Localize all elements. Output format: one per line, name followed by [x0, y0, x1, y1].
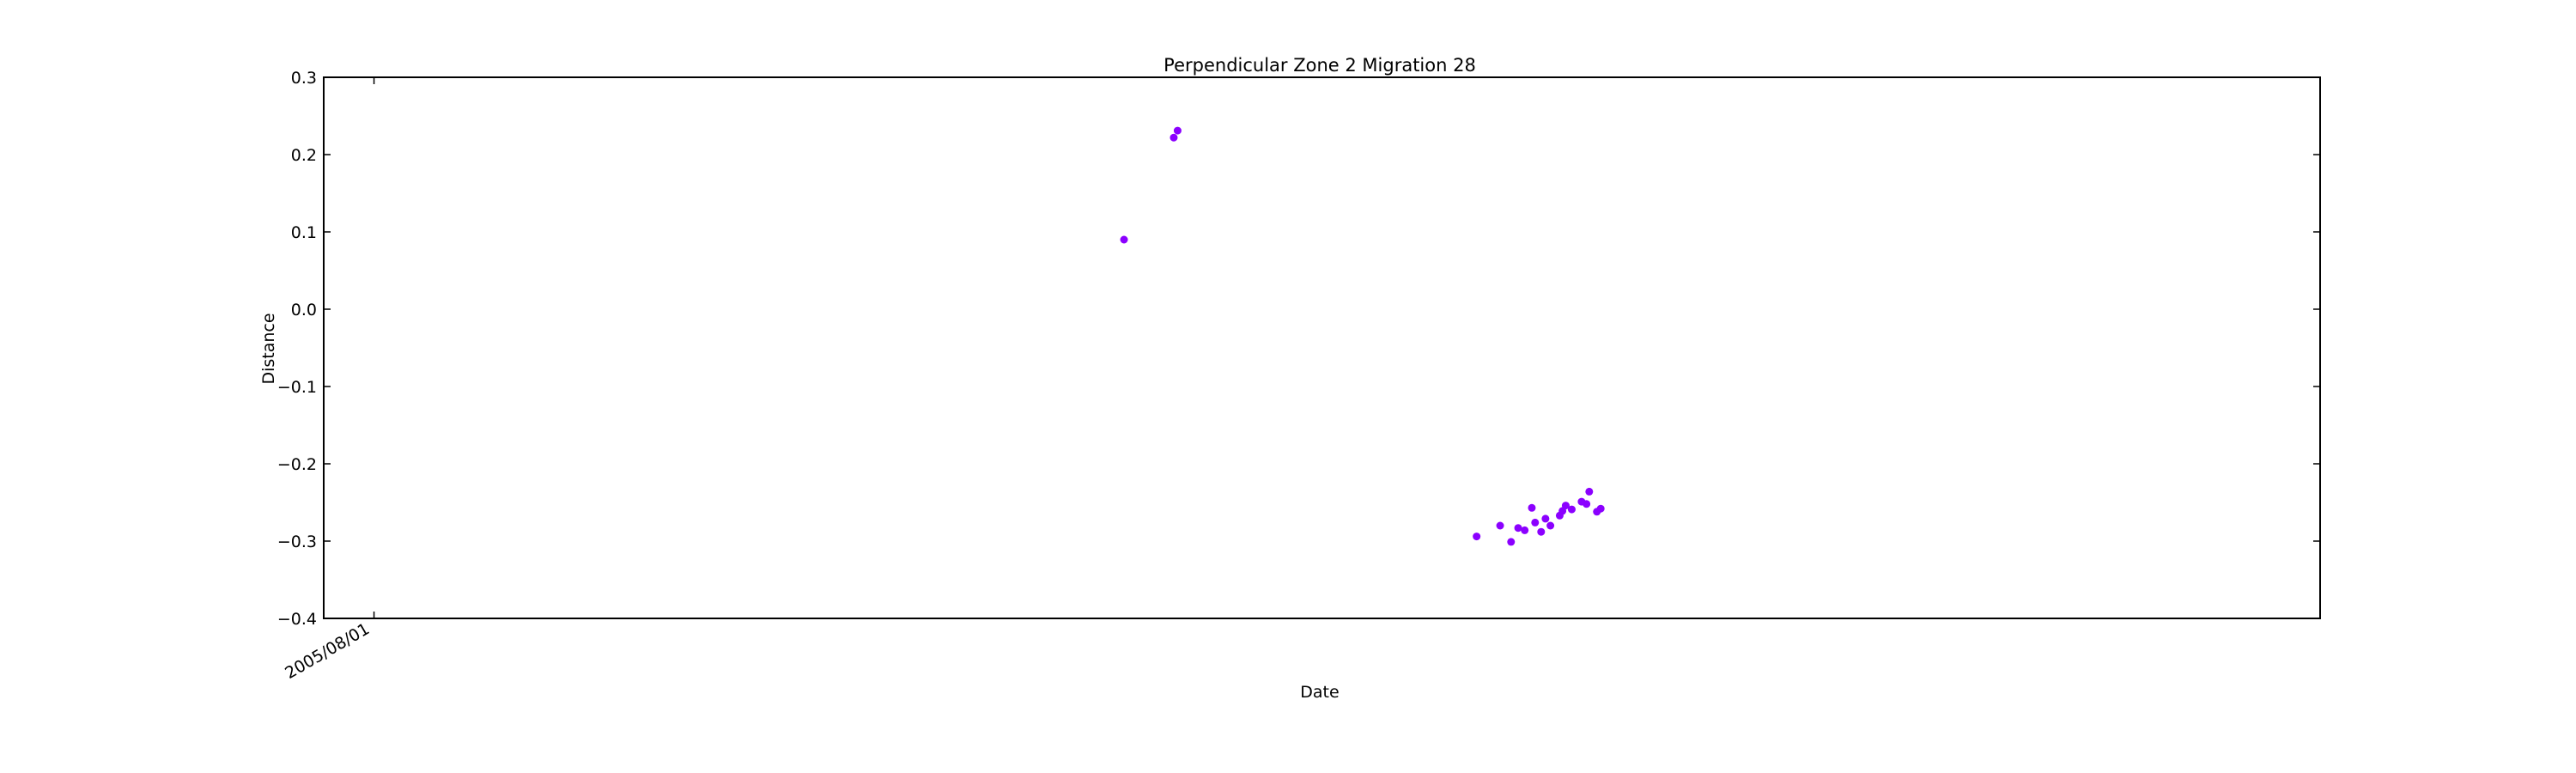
data-point [1541, 514, 1550, 523]
data-point [1507, 538, 1516, 546]
y-tick-label: 0.1 [291, 223, 317, 242]
y-axis-label: Distance [259, 313, 278, 384]
data-point [1583, 500, 1591, 508]
y-tick-label: −0.2 [277, 455, 317, 474]
data-point [1567, 505, 1576, 514]
x-tick-label: 2005/08/01 [282, 619, 373, 683]
y-tick-label: 0.3 [291, 69, 317, 88]
data-point [1170, 133, 1178, 142]
data-points [1120, 126, 1605, 546]
data-point [1596, 504, 1605, 513]
plot-frame [323, 76, 2321, 619]
data-point [1120, 235, 1128, 244]
data-point [1546, 521, 1555, 530]
y-tick-label: −0.1 [277, 378, 317, 397]
y-tick-label: −0.3 [277, 533, 317, 551]
data-point [1514, 524, 1522, 533]
data-point [1585, 487, 1594, 496]
y-tick-label: 0.0 [291, 301, 317, 320]
data-point [1173, 126, 1182, 135]
data-point [1496, 521, 1504, 530]
y-tick-label: −0.4 [277, 610, 317, 629]
chart-title: Perpendicular Zone 2 Migration 28 [1163, 55, 1476, 76]
axis-ticks: −0.4 −0.3 −0.2 −0.1 0.0 0.1 0.2 0.3 2005/08/01 [277, 69, 2320, 683]
data-point [1561, 502, 1570, 510]
data-point [1521, 526, 1529, 534]
data-point [1537, 527, 1546, 536]
y-tick-label: 0.2 [291, 146, 317, 165]
data-point [1473, 533, 1481, 541]
data-point [1531, 518, 1540, 526]
data-point [1528, 503, 1536, 512]
x-axis-label: Date [1300, 683, 1339, 702]
